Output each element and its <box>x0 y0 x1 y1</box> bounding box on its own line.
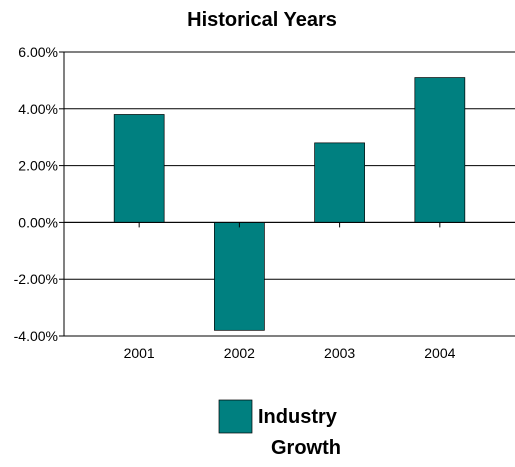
bar-2001 <box>113 114 165 223</box>
legend: Industry Growth <box>218 399 341 459</box>
x-tick-label: 2001 <box>124 345 155 361</box>
bars <box>113 77 466 331</box>
y-tick-label: -4.00% <box>14 328 58 344</box>
legend-label-line-1: Industry <box>258 406 338 428</box>
x-tick-label: 2002 <box>224 345 255 361</box>
x-tick-labels: 2001 2002 2003 2004 <box>124 345 456 361</box>
y-tick-label: 4.00% <box>18 101 58 117</box>
bar-2002 <box>214 222 265 331</box>
y-tick-label: -2.00% <box>14 271 58 287</box>
axes <box>59 51 515 337</box>
legend-swatch-industry-growth <box>218 399 253 434</box>
bar-2003 <box>314 142 365 223</box>
x-tick-label: 2004 <box>424 345 455 361</box>
chart-title: Historical Years <box>187 9 337 31</box>
x-tick-label: 2003 <box>324 345 355 361</box>
legend-label-line-2: Growth <box>271 437 341 459</box>
y-tick-label: 6.00% <box>18 44 58 60</box>
y-tick-label: 0.00% <box>18 214 58 230</box>
bar-2004 <box>414 77 466 223</box>
y-tick-labels: -4.00% -2.00% 0.00% 2.00% 4.00% 6.00% <box>14 44 58 344</box>
y-tick-label: 2.00% <box>18 158 58 174</box>
